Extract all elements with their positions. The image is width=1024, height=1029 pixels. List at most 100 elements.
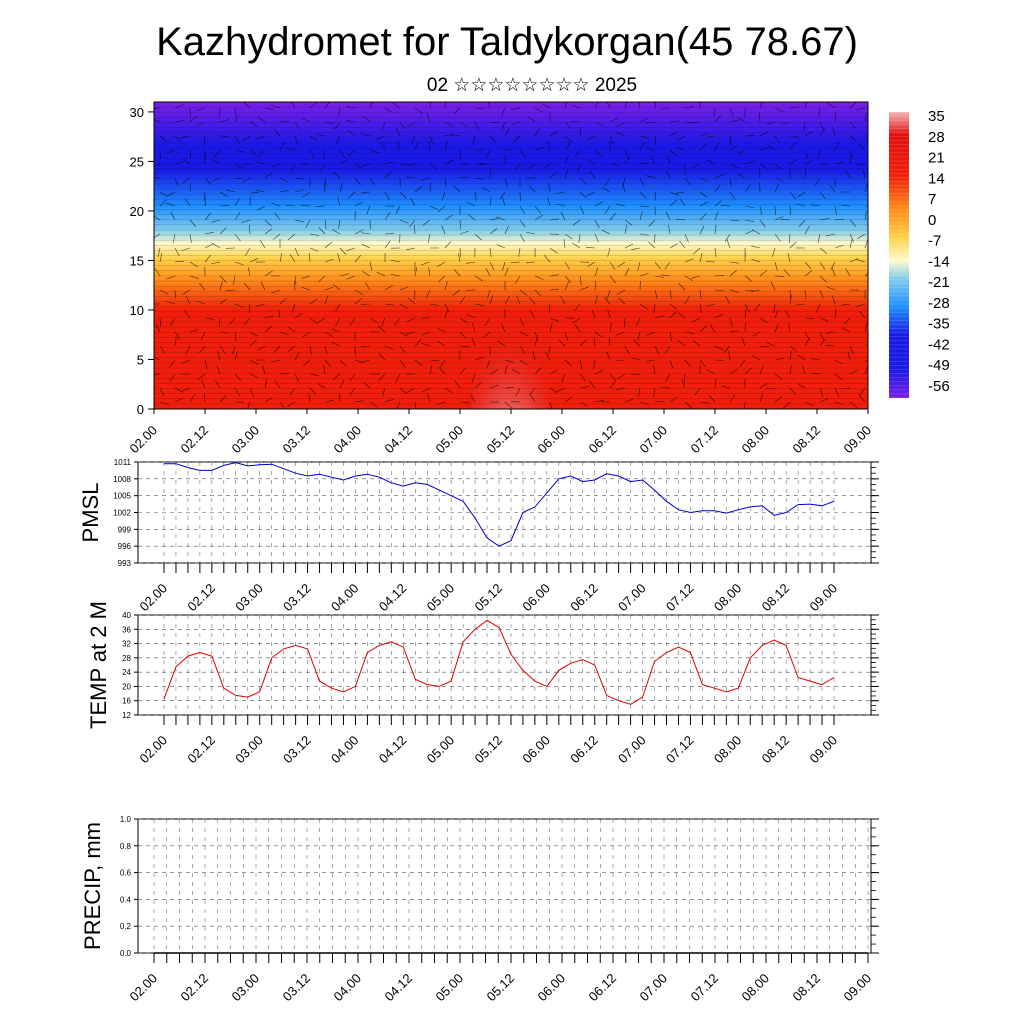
heatmap-x-tick-label: 08.00 — [739, 423, 773, 457]
pmsl-panel-y-tick-label: 993 — [118, 559, 132, 568]
precip-panel-x-tick-label: 05.12 — [484, 971, 518, 1005]
pmsl-panel-x-tick-label: 06.12 — [567, 581, 601, 615]
precip-panel-y-axis-label: PRECIP, mm — [80, 822, 105, 950]
heatmap-x-tick-label: 04.12 — [382, 423, 416, 457]
pmsl-panel-y-tick-label: 1002 — [113, 509, 131, 518]
temp-panel-y-axis-label: TEMP at 2 M — [86, 601, 111, 729]
heatmap-x-tick-label: 06.00 — [535, 423, 569, 457]
temp-panel-x-tick-label: 06.00 — [519, 733, 553, 767]
temp-panel-x-tick-label: 08.00 — [711, 733, 745, 767]
pmsl-panel-x-tick-label: 09.00 — [807, 581, 841, 615]
temp-panel-x-tick-label: 05.12 — [472, 733, 506, 767]
temp-panel-y-tick-label: 20 — [122, 682, 131, 691]
colorbar-tick-label: 0 — [928, 212, 936, 229]
colorbar-tick-label: -7 — [928, 233, 941, 250]
temp-panel-x-tick-label: 07.00 — [615, 733, 649, 767]
colorbar-tick-label: -14 — [928, 253, 950, 270]
pmsl-panel-x-tick-label: 03.12 — [280, 581, 314, 615]
temp-panel-x-tick-label: 09.00 — [807, 733, 841, 767]
colorbar-tick-label: -56 — [928, 378, 950, 395]
pmsl-panel-y-tick-label: 1011 — [114, 458, 132, 467]
temp-panel-y-tick-label: 12 — [122, 711, 131, 720]
heatmap-x-tick-label: 07.00 — [637, 423, 671, 457]
precip-panel-x-tick-label: 08.12 — [790, 971, 824, 1005]
temp-panel-x-tick-label: 02.00 — [137, 733, 171, 767]
colorbar-tick-label: 28 — [928, 129, 945, 146]
precip-panel-y-tick-label: 0.6 — [120, 869, 132, 878]
pmsl-panel-x-tick-label: 02.00 — [137, 581, 171, 615]
precip-panel: 0.0 0.2 0.4 0.6 0.8 1.0 02.00 02.12 03.00 03.12 04… — [80, 815, 879, 1004]
precip-panel-y-tick-label: 0.2 — [120, 922, 132, 931]
figure-title: Kazhydromet for Taldykorgan(45 78.67) — [156, 20, 858, 64]
temp-panel-x-tick-label: 06.12 — [567, 733, 601, 767]
heatmap-x-tick-label: 06.12 — [586, 423, 620, 457]
precip-panel-x-tick-label: 04.12 — [382, 971, 416, 1005]
pmsl-panel-x-tick-label: 08.12 — [759, 581, 793, 615]
temp-panel-y-tick-label: 16 — [122, 697, 131, 706]
temp-panel-x-tick-label: 07.12 — [663, 733, 697, 767]
heatmap-x-tick-label: 03.00 — [229, 423, 263, 457]
pmsl-panel-x-tick-label: 08.00 — [711, 581, 745, 615]
pmsl-panel-x-tick-label: 06.00 — [519, 581, 553, 615]
figure-subtitle: 02 ☆☆☆☆☆☆☆☆ 2025 — [427, 75, 637, 96]
temp-panel-y-tick-label: 24 — [122, 668, 131, 677]
heatmap-x-tick-label: 09.00 — [841, 423, 875, 457]
temp-panel-x-tick-label: 05.00 — [424, 733, 458, 767]
heatmap-x-tick-label: 04.00 — [331, 423, 365, 457]
pmsl-panel-x-tick-label: 05.00 — [424, 581, 458, 615]
precip-panel-x-tick-label: 06.00 — [535, 971, 569, 1005]
colorbar-tick-label: -35 — [928, 316, 950, 333]
heatmap-x-tick-label: 02.12 — [178, 423, 212, 457]
pmsl-panel-frame — [138, 462, 871, 563]
colorbar-tick-label: 35 — [928, 108, 945, 125]
temp-panel-y-tick-label: 40 — [122, 611, 131, 620]
pmsl-panel-x-tick-label: 07.12 — [663, 581, 697, 615]
heatmap-x-tick-label: 05.00 — [433, 423, 467, 457]
pmsl-panel-x-tick-label: 05.12 — [472, 581, 506, 615]
heatmap-y-tick-label: 15 — [130, 253, 144, 268]
temp-panel-x-tick-label: 04.12 — [376, 733, 410, 767]
precip-panel-frame — [138, 819, 871, 953]
precip-panel-x-tick-label: 03.12 — [280, 971, 314, 1005]
precip-panel-x-tick-label: 03.00 — [229, 971, 263, 1005]
precip-panel-x-tick-label: 06.12 — [586, 971, 620, 1005]
colorbar-tick-label: 21 — [928, 150, 945, 167]
colorbar-tick-label: 14 — [928, 170, 945, 187]
heatmap-x-tick-label: 03.12 — [280, 423, 314, 457]
pmsl-panel-y-tick-label: 1005 — [113, 492, 131, 501]
colorbar-tick-label: -21 — [928, 274, 950, 291]
precip-panel-y-tick-label: 0.0 — [120, 949, 132, 958]
heatmap-field — [151, 99, 874, 514]
temp-panel-y-tick-label: 36 — [122, 625, 131, 634]
precip-panel-y-tick-label: 1.0 — [120, 815, 132, 824]
heatmap-x-tick-label: 07.12 — [688, 423, 722, 457]
colorbar-tick-label: -28 — [928, 295, 950, 312]
precip-panel-x-tick-label: 02.00 — [127, 971, 161, 1005]
temp-panel-x-tick-label: 08.12 — [759, 733, 793, 767]
precip-panel-x-tick-label: 02.12 — [178, 971, 212, 1005]
temp-panel-x-tick-label: 04.00 — [328, 733, 362, 767]
heatmap-x-tick-label: 05.12 — [484, 423, 518, 457]
precip-panel-y-tick-label: 0.4 — [120, 895, 132, 904]
temp-panel-x-tick-label: 02.12 — [184, 733, 218, 767]
pmsl-panel-y-tick-label: 999 — [118, 525, 132, 534]
precip-panel-x-tick-label: 09.00 — [841, 971, 875, 1005]
pmsl-panel-x-tick-label: 03.00 — [232, 581, 266, 615]
precip-panel-x-tick-label: 07.12 — [688, 971, 722, 1005]
colorbar-tick-label: 7 — [928, 191, 936, 208]
heatmap-y-tick-label: 5 — [137, 352, 144, 367]
precip-panel-y-tick-label: 0.8 — [120, 842, 132, 851]
heatmap-y-tick-label: 30 — [130, 105, 144, 120]
heatmap-y-tick-label: 10 — [130, 303, 144, 318]
pmsl-panel-x-tick-label: 04.12 — [376, 581, 410, 615]
precip-panel-x-tick-label: 07.00 — [637, 971, 671, 1005]
pmsl-panel-x-tick-label: 02.12 — [184, 581, 218, 615]
heatmap-y-tick-label: 20 — [130, 204, 144, 219]
temp-panel-x-tick-label: 03.12 — [280, 733, 314, 767]
